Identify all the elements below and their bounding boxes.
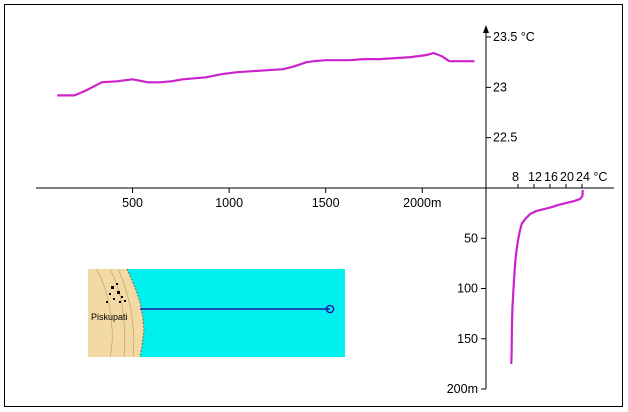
settlement-marks — [106, 283, 126, 303]
profile-temperature-ticks: 8 12 16 20 24 °C — [512, 170, 607, 188]
depth-ticks: 50 100 150 200m — [447, 231, 486, 396]
temperature-axis-arrow — [483, 25, 489, 33]
profile-temperature-tick-label: 12 — [528, 170, 542, 184]
distance-tick-label: 1000 — [215, 196, 243, 210]
depth-tick-label: 150 — [457, 332, 478, 346]
profile-temperature-tick-label: 16 — [544, 170, 558, 184]
profile-temperature-tick-label: 20 — [560, 170, 574, 184]
place-label: Piskupati — [91, 312, 128, 322]
contour-lines — [95, 268, 135, 358]
temperature-profile-chart: 8 12 16 20 24 °C 50 100 150 200m — [447, 170, 608, 396]
distance-tick-label: 1500 — [312, 196, 340, 210]
profile-temperature-tick-label: 24 °C — [576, 170, 607, 184]
temperature-profile-line — [510, 189, 584, 364]
temperature-tick-label: 22.5 — [493, 131, 517, 145]
surface-temperature-line — [57, 52, 475, 97]
depth-tick-label: 100 — [457, 282, 478, 296]
profile-temperature-tick-label: 8 — [512, 170, 519, 184]
temperature-ticks: 22.5 23 23.5 °C — [486, 30, 535, 145]
distance-tick-label: 2000m — [403, 196, 441, 210]
depth-tick-label: 50 — [464, 231, 478, 245]
distance-tick-label: 500 — [122, 196, 143, 210]
map-land — [88, 269, 144, 357]
coastline — [126, 268, 145, 358]
distance-ticks: 500 1000 1500 2000m — [122, 188, 441, 210]
temperature-tick-label: 23.5 °C — [493, 30, 535, 44]
temperature-tick-label: 23 — [493, 80, 507, 94]
depth-tick-label: 200m — [447, 382, 478, 396]
transect-endpoint — [325, 304, 335, 314]
location-map: Piskupati — [88, 268, 345, 358]
